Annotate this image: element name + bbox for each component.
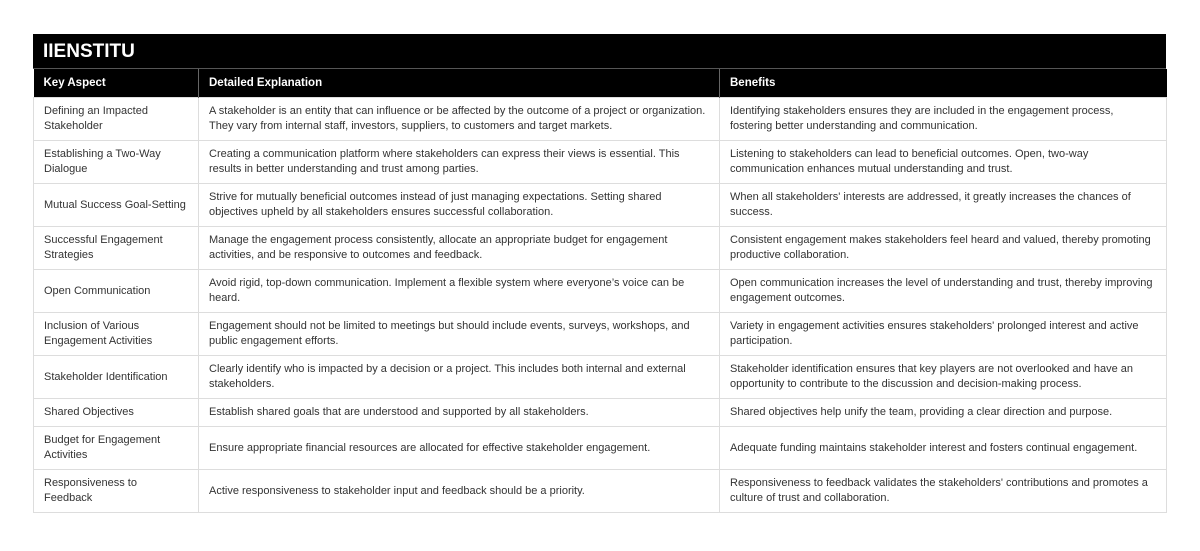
table-row: Open Communication Avoid rigid, top-down …	[33, 269, 1167, 313]
cell-aspect: Budget for Engagement Activities	[33, 426, 199, 470]
cell-explanation: Creating a communication platform where …	[198, 140, 720, 184]
table-title: IIENSTITU	[33, 34, 1166, 69]
cell-explanation: Clearly identify who is impacted by a de…	[198, 355, 720, 399]
cell-aspect: Responsiveness to Feedback	[33, 469, 199, 513]
key-aspects-table-container: IIENSTITU Key Aspect Detailed Explanatio…	[33, 34, 1167, 513]
cell-aspect: Shared Objectives	[33, 398, 199, 427]
cell-explanation: Engagement should not be limited to meet…	[198, 312, 720, 356]
cell-benefits: When all stakeholders' interests are add…	[719, 183, 1167, 227]
cell-aspect: Mutual Success Goal-Setting	[33, 183, 199, 227]
header-detailed-explanation: Detailed Explanation	[198, 69, 720, 98]
cell-aspect: Successful Engagement Strategies	[33, 226, 199, 270]
cell-aspect: Inclusion of Various Engagement Activiti…	[33, 312, 199, 356]
table-row: Successful Engagement Strategies Manage t…	[33, 226, 1167, 270]
cell-explanation: Strive for mutually beneficial outcomes …	[198, 183, 720, 227]
table-row: Establishing a Two-Way Dialogue Creating …	[33, 140, 1167, 184]
cell-benefits: Consistent engagement makes stakeholders…	[719, 226, 1167, 270]
table-row: Responsiveness to Feedback Active respons…	[33, 469, 1167, 513]
cell-aspect: Open Communication	[33, 269, 199, 313]
table-row: Stakeholder Identification Clearly identi…	[33, 355, 1167, 399]
table-row: Budget for Engagement Activities Ensure a…	[33, 426, 1167, 470]
header-row: Key Aspect Detailed Explanation Benefits	[33, 69, 1167, 98]
cell-benefits: Shared objectives help unify the team, p…	[719, 398, 1167, 427]
cell-explanation: Avoid rigid, top-down communication. Imp…	[198, 269, 720, 313]
cell-explanation: Establish shared goals that are understo…	[198, 398, 720, 427]
table-row: Mutual Success Goal-Setting Strive for mu…	[33, 183, 1167, 227]
cell-explanation: A stakeholder is an entity that can infl…	[198, 97, 720, 141]
cell-explanation: Manage the engagement process consistent…	[198, 226, 720, 270]
header-benefits: Benefits	[719, 69, 1167, 98]
cell-benefits: Adequate funding maintains stakeholder i…	[719, 426, 1167, 470]
table-row: Shared Objectives Establish shared goals …	[33, 398, 1167, 427]
cell-benefits: Variety in engagement activities ensures…	[719, 312, 1167, 356]
cell-aspect: Establishing a Two-Way Dialogue	[33, 140, 199, 184]
cell-benefits: Responsiveness to feedback validates the…	[719, 469, 1167, 513]
table-row: Defining an Impacted Stakeholder A stakeh…	[33, 97, 1167, 141]
cell-explanation: Ensure appropriate financial resources a…	[198, 426, 720, 470]
cell-explanation: Active responsiveness to stakeholder inp…	[198, 469, 720, 513]
table-row: Inclusion of Various Engagement Activiti…	[33, 312, 1167, 356]
cell-benefits: Stakeholder identification ensures that …	[719, 355, 1167, 399]
cell-benefits: Identifying stakeholders ensures they ar…	[719, 97, 1167, 141]
cell-aspect: Defining an Impacted Stakeholder	[33, 97, 199, 141]
header-key-aspect: Key Aspect	[33, 69, 199, 98]
cell-aspect: Stakeholder Identification	[33, 355, 199, 399]
key-aspects-table: Key Aspect Detailed Explanation Benefits…	[33, 69, 1167, 513]
cell-benefits: Open communication increases the level o…	[719, 269, 1167, 313]
cell-benefits: Listening to stakeholders can lead to be…	[719, 140, 1167, 184]
